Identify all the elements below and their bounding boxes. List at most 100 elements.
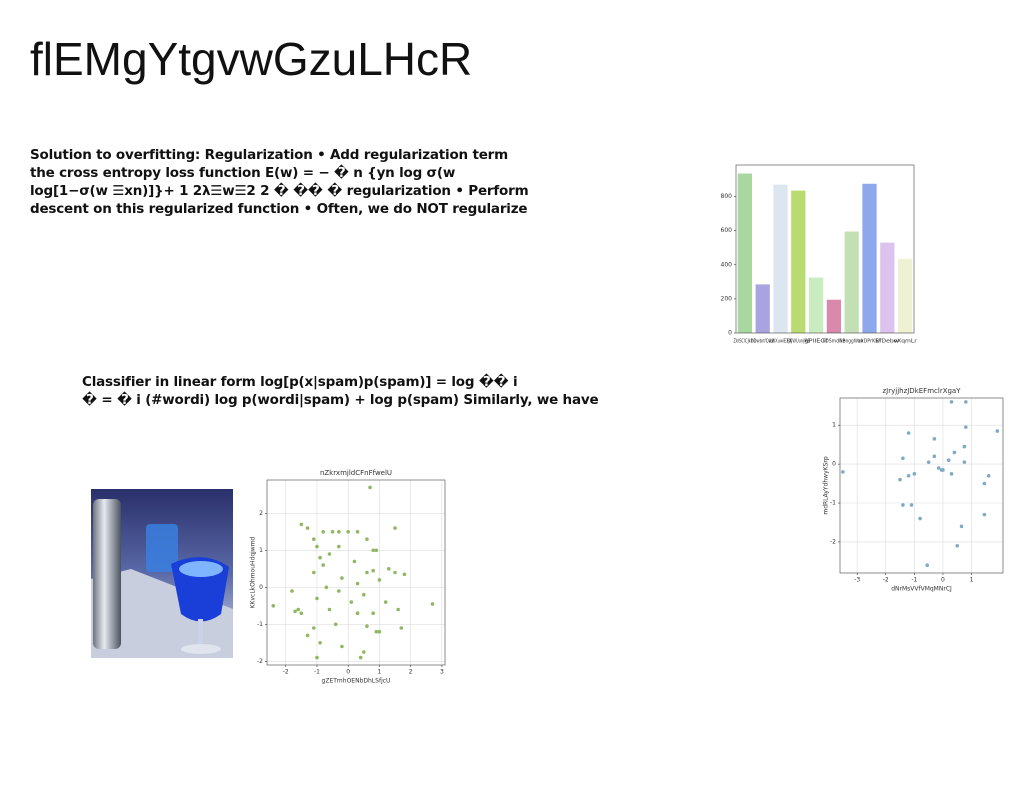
x-tick-label: -1 (314, 669, 320, 676)
x-tick-label: 1 (378, 669, 382, 676)
point (355, 611, 360, 615)
point (362, 650, 366, 654)
point (901, 456, 905, 461)
x-tick-label: -2 (883, 577, 889, 584)
point (949, 400, 954, 404)
point (402, 572, 407, 577)
x-tick-label: EXjWUunjlRE (787, 339, 810, 345)
plot-frame (266, 479, 446, 666)
y-tick-label: 1 (259, 547, 263, 554)
point (349, 600, 354, 604)
y-tick-label: 200 (721, 295, 733, 302)
point (959, 524, 964, 529)
chart-title: nZkrxmjldCFnFfwelU (320, 469, 392, 477)
y-tick-label: 600 (721, 227, 733, 234)
point (321, 563, 326, 567)
point (374, 548, 379, 553)
point (918, 516, 922, 521)
point (315, 544, 319, 549)
text-line: � = � i (#wordi) log p(wordi|spam) + log… (82, 392, 599, 408)
point (337, 544, 341, 549)
point (906, 473, 911, 478)
point (312, 626, 316, 630)
point (841, 470, 845, 474)
y-tick-label: 800 (721, 193, 733, 200)
x-tick-label: TDSmdNe (821, 339, 845, 345)
point (995, 429, 1000, 433)
point (337, 589, 341, 593)
point (936, 466, 941, 470)
point (430, 602, 435, 606)
point (932, 454, 937, 459)
plot-frame (839, 397, 1004, 574)
point (365, 537, 369, 541)
y-tick-label: -1 (257, 621, 263, 628)
bar (880, 242, 895, 333)
text-line: log[1−σ(w ☰xn)]}+ 1 2λ☰w☰2 2 � �� � regu… (30, 183, 529, 199)
bar (808, 277, 824, 333)
point (358, 655, 363, 660)
x-tick-label: 1 (970, 577, 974, 584)
point (955, 543, 960, 548)
paragraph: Classifier in linear form log[p(x|spam)p… (82, 373, 599, 409)
point (377, 578, 382, 582)
point (898, 477, 902, 482)
point (324, 585, 329, 590)
bar (862, 183, 877, 333)
y-tick-label: 0 (728, 330, 732, 337)
point (939, 468, 944, 472)
point (312, 570, 316, 575)
point (315, 655, 319, 660)
point (393, 526, 397, 530)
bar (773, 184, 788, 333)
point (964, 425, 968, 429)
point (901, 503, 905, 507)
x-tick-label: -3 (854, 577, 860, 584)
point (962, 460, 967, 464)
x-tick-label: 0 (941, 577, 945, 584)
chart-title: zJryjjhzJDkEFmclrXgaY (882, 387, 961, 395)
x-tick-label: -1 (911, 577, 917, 584)
point (337, 530, 341, 534)
bar (844, 231, 859, 333)
x-tick-label: vxDPrKEF (858, 339, 881, 345)
point (371, 568, 375, 573)
x-tick-label: lLWXuwiEXjK (769, 339, 793, 345)
point (299, 522, 304, 527)
point (396, 607, 400, 612)
text-line: Classifier in linear form log[p(x|spam)p… (82, 374, 518, 390)
bar (737, 173, 753, 333)
x-tick-label: hDwbnfQwb (751, 339, 774, 345)
x-tick-label: gPlIEGf (805, 339, 828, 345)
point (925, 563, 930, 568)
point (912, 472, 917, 476)
point (371, 611, 375, 615)
point (368, 485, 372, 490)
y-tick-label: 2 (259, 510, 263, 517)
x-axis-label: gZETmhOENbDhLSfjcU (322, 678, 391, 685)
y-tick-label: 400 (721, 261, 733, 268)
photo (91, 489, 233, 658)
point (305, 633, 310, 638)
point (986, 473, 991, 478)
point (371, 548, 375, 553)
x-tick-label: 3 (440, 669, 444, 676)
point (946, 458, 951, 463)
x-tick-label: ZkISClCJkDD (733, 339, 756, 345)
point (932, 437, 937, 441)
paragraph: Solution to overfitting: Regularization … (30, 146, 529, 218)
point (926, 460, 931, 464)
point (315, 596, 319, 601)
point (330, 530, 335, 534)
point (365, 624, 369, 628)
y-tick-label: 1 (832, 422, 836, 429)
scatter-chart: -2 -1 0 1 2 -2 -1 0 1 2 3 nZkrxmjldCFnFfwelU gZETmhO… (250, 469, 446, 685)
y-tick-label: 0 (259, 584, 263, 591)
point (333, 622, 338, 627)
point (318, 641, 322, 645)
y-tick-label: 0 (832, 461, 836, 468)
point (962, 444, 967, 449)
bar-chart: 0 200 400 600 800 ZkISClCJkDDhDwbnfQwblLWXuwi… (721, 164, 918, 345)
bar (826, 299, 842, 333)
point (964, 400, 968, 404)
